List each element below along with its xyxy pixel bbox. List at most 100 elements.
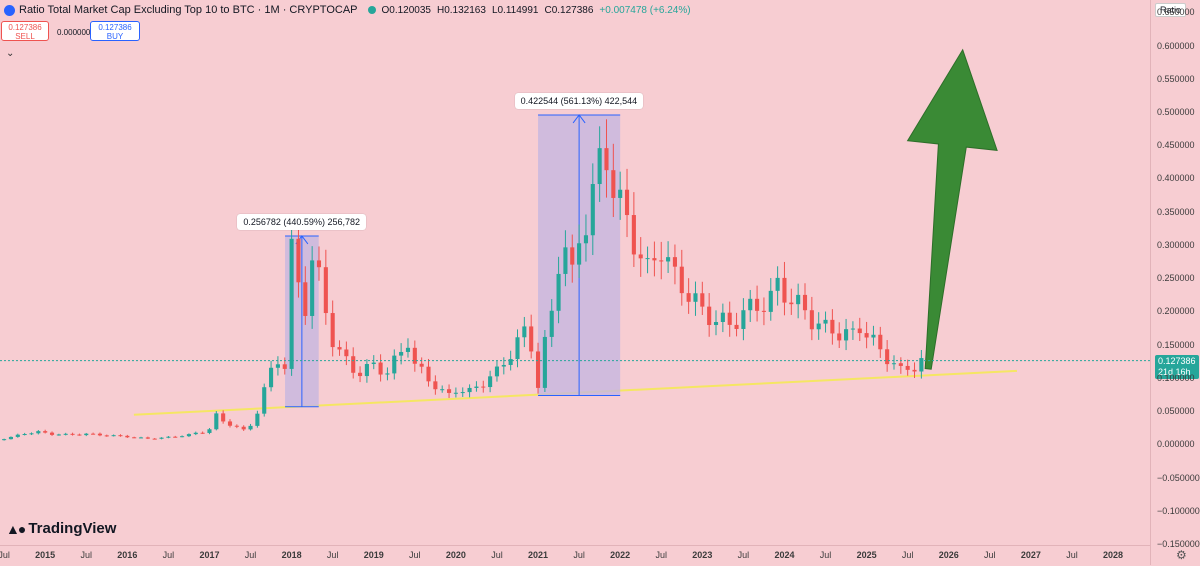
candle-body[interactable] [638, 254, 643, 259]
candle-body[interactable] [316, 260, 322, 268]
candle-body[interactable] [43, 431, 48, 433]
candle-body[interactable] [624, 189, 630, 216]
price-axis[interactable]: Ratio 0.127386 21d 16h 0.650000 0.600000 0… [1150, 0, 1200, 565]
candle-body[interactable] [802, 294, 808, 311]
candle-body[interactable] [56, 434, 61, 436]
candle-body[interactable] [385, 373, 390, 375]
collapse-legend-chevron-icon[interactable]: ⌄ [6, 48, 15, 59]
candle-body[interactable] [29, 433, 34, 435]
candle-body[interactable] [337, 347, 342, 350]
candle-body[interactable] [446, 389, 452, 393]
candle-body[interactable] [166, 436, 171, 438]
settings-gear-icon[interactable]: ⚙ [1176, 548, 1187, 562]
candle-body[interactable] [282, 364, 287, 369]
candle-body[interactable] [104, 435, 109, 437]
candle-body[interactable] [262, 387, 267, 414]
candle-body[interactable] [426, 366, 431, 382]
candle-body[interactable] [529, 326, 534, 352]
candle-body[interactable] [700, 293, 705, 307]
candle-body[interactable] [227, 421, 233, 426]
candle-body[interactable] [508, 359, 513, 365]
scale-type-badge[interactable]: Ratio [1155, 3, 1187, 17]
candle-body[interactable] [823, 319, 828, 324]
candle-body[interactable] [761, 310, 766, 312]
candle-body[interactable] [460, 392, 465, 394]
candle-body[interactable] [330, 313, 335, 348]
candle-body[interactable] [871, 334, 876, 338]
candle-body[interactable] [597, 148, 602, 185]
candle-body[interactable] [556, 273, 561, 311]
candle-body[interactable] [679, 266, 684, 294]
candle-body[interactable] [152, 438, 157, 440]
candle-body[interactable] [323, 267, 328, 314]
candle-body[interactable] [358, 372, 363, 377]
candle-body[interactable] [727, 312, 732, 325]
candle-body[interactable] [837, 333, 842, 341]
candle-body[interactable] [392, 355, 397, 374]
candle-body[interactable] [344, 349, 349, 357]
candle-body[interactable] [296, 238, 301, 283]
candle-body[interactable] [912, 369, 917, 372]
candle-body[interactable] [2, 439, 7, 441]
buy-button[interactable]: 0.127386 BUY [90, 21, 140, 41]
candle-body[interactable] [91, 433, 96, 435]
candle-body[interactable] [850, 328, 855, 330]
candle-body[interactable] [501, 364, 506, 367]
candle-body[interactable] [549, 310, 554, 337]
candle-body[interactable] [36, 431, 41, 434]
candle-body[interactable] [405, 347, 411, 352]
candle-body[interactable] [734, 324, 739, 329]
candle-body[interactable] [693, 293, 698, 302]
candle-body[interactable] [488, 376, 493, 388]
candle-body[interactable] [351, 356, 356, 373]
candle-body[interactable] [905, 365, 910, 370]
candle-body[interactable] [590, 184, 595, 236]
candle-body[interactable] [221, 413, 226, 422]
candle-body[interactable] [453, 392, 458, 394]
candle-body[interactable] [741, 310, 746, 329]
candle-body[interactable] [180, 436, 185, 438]
candle-body[interactable] [275, 364, 280, 368]
candle-body[interactable] [145, 437, 150, 439]
candle-body[interactable] [433, 381, 438, 390]
candle-body[interactable] [830, 319, 835, 334]
candle-body[interactable] [844, 329, 849, 341]
candle-body[interactable] [378, 362, 383, 375]
candle-body[interactable] [494, 366, 500, 377]
candle-body[interactable] [686, 293, 691, 302]
candle-body[interactable] [809, 310, 814, 330]
candle-body[interactable] [419, 363, 424, 367]
candle-body[interactable] [399, 351, 404, 356]
candle-body[interactable] [631, 215, 636, 255]
candle-body[interactable] [118, 435, 123, 437]
time-axis[interactable]: ⚙ Jul 2015 Jul 2016 Jul 2017 Jul 2018 Jul 2019 Jul… [0, 545, 1187, 566]
candle-body[interactable] [289, 238, 294, 369]
candle-body[interactable] [672, 257, 677, 267]
candle-body[interactable] [707, 306, 712, 326]
candle-body[interactable] [15, 434, 20, 437]
measure-label-2021[interactable]: 0.422544 (561.13%) 422,544 [514, 92, 644, 109]
candle-body[interactable] [583, 235, 589, 244]
candle-body[interactable] [645, 258, 650, 260]
candle-body[interactable] [474, 386, 479, 388]
candle-body[interactable] [864, 333, 869, 338]
candle-body[interactable] [720, 312, 725, 323]
candle-body[interactable] [310, 260, 315, 316]
measure-label-2018[interactable]: 0.256782 (440.59%) 256,782 [237, 213, 366, 230]
candle-body[interactable] [49, 432, 55, 435]
candle-body[interactable] [467, 387, 472, 393]
candle-body[interactable] [84, 433, 89, 436]
candle-body[interactable] [515, 337, 520, 360]
price-chart[interactable] [0, 0, 1150, 545]
candle-body[interactable] [412, 347, 417, 364]
candle-body[interactable] [159, 437, 164, 439]
candle-body[interactable] [214, 413, 219, 430]
candle-body[interactable] [919, 358, 924, 372]
candle-body[interactable] [481, 386, 486, 388]
candle-body[interactable] [77, 434, 82, 436]
candle-body[interactable] [891, 363, 897, 365]
candle-body[interactable] [111, 435, 116, 437]
candle-body[interactable] [255, 413, 260, 426]
candle-body[interactable] [618, 189, 623, 198]
symbol-title[interactable]: Ratio Total Market Cap Excluding Top 10 … [19, 4, 358, 16]
